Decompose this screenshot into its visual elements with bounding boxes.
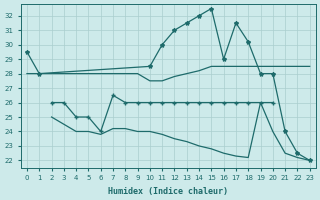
X-axis label: Humidex (Indice chaleur): Humidex (Indice chaleur) bbox=[108, 187, 228, 196]
